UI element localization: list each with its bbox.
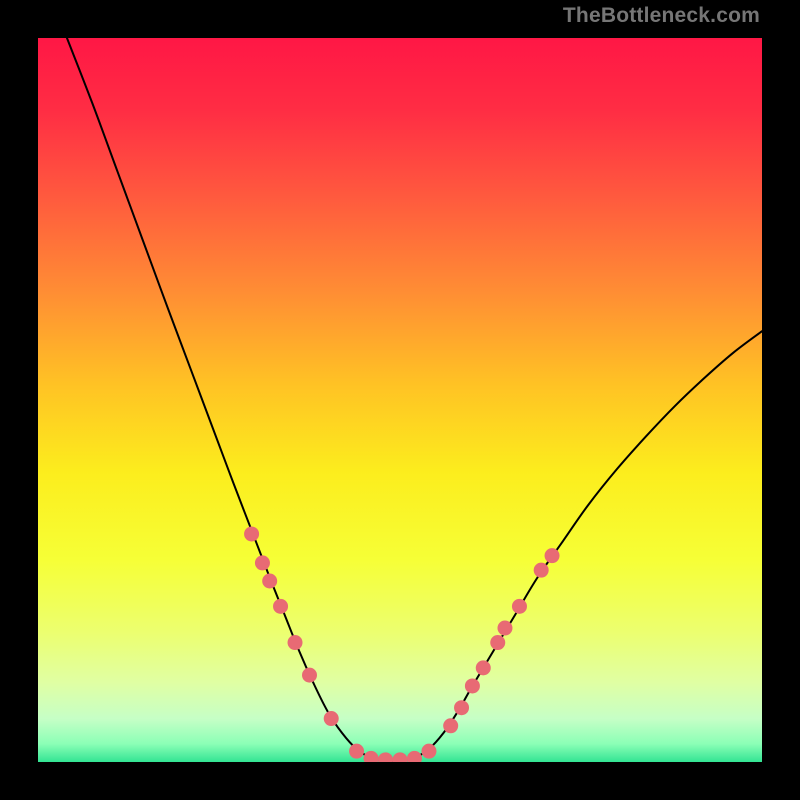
- chart-svg: [38, 38, 762, 762]
- gradient-background: [38, 38, 762, 762]
- watermark-text: TheBottleneck.com: [563, 4, 760, 28]
- data-marker: [545, 548, 560, 563]
- data-marker: [324, 711, 339, 726]
- data-marker: [302, 668, 317, 683]
- plot-area: [38, 38, 762, 762]
- data-marker: [476, 660, 491, 675]
- data-marker: [497, 621, 512, 636]
- data-marker: [465, 678, 480, 693]
- data-marker: [443, 718, 458, 733]
- data-marker: [534, 563, 549, 578]
- data-marker: [244, 526, 259, 541]
- data-marker: [349, 744, 364, 759]
- data-marker: [255, 555, 270, 570]
- data-marker: [454, 700, 469, 715]
- data-marker: [512, 599, 527, 614]
- data-marker: [262, 574, 277, 589]
- chart-frame: TheBottleneck.com: [0, 0, 800, 800]
- data-marker: [490, 635, 505, 650]
- data-marker: [421, 744, 436, 759]
- data-marker: [288, 635, 303, 650]
- data-marker: [273, 599, 288, 614]
